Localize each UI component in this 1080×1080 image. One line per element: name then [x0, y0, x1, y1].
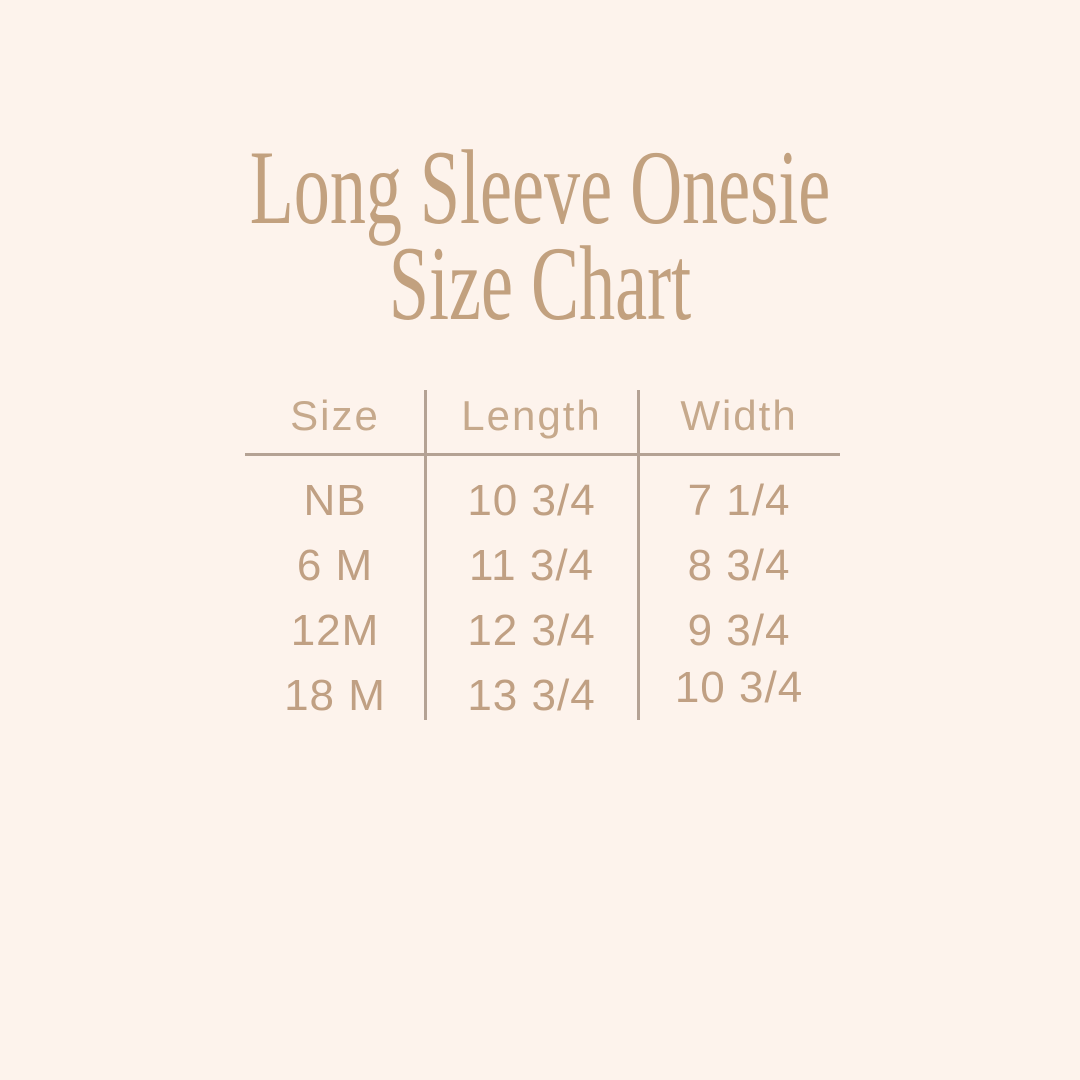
width-cell: 8 3/4: [687, 540, 791, 590]
column-divider-2: [637, 390, 640, 720]
size-table: Size Length Width NB 10 3/4 7 1/4 6 M 11…: [245, 390, 840, 720]
page-title: Long Sleeve Onesie Size Chart: [0, 129, 1080, 342]
size-cell: 6 M: [296, 540, 374, 590]
table-body: NB 10 3/4 7 1/4 6 M 11 3/4 8 3/4 12M 12 …: [245, 468, 840, 728]
table-row: 12M 12 3/4 9 3/4: [245, 598, 840, 663]
column-header-size: Size: [290, 391, 380, 439]
size-cell: NB: [303, 475, 367, 525]
header-rule: [245, 453, 840, 456]
width-cell: 10 3/4: [674, 662, 804, 712]
title-line-1: Long Sleeve Onesie: [249, 129, 831, 246]
table-row: 18 M 13 3/4 10 3/4: [245, 663, 840, 728]
size-cell: 18 M: [284, 670, 386, 720]
table-row: NB 10 3/4 7 1/4: [245, 468, 840, 533]
length-cell: 12 3/4: [467, 605, 596, 655]
column-header-width: Width: [680, 391, 798, 439]
size-cell: 12M: [290, 605, 380, 655]
column-header-length: Length: [461, 391, 602, 439]
length-cell: 10 3/4: [467, 475, 596, 525]
width-cell: 7 1/4: [687, 475, 791, 525]
length-cell: 11 3/4: [468, 540, 595, 590]
table-header-row: Size Length Width: [245, 384, 840, 447]
title-line-2: Size Chart: [388, 225, 692, 342]
table-row: 6 M 11 3/4 8 3/4: [245, 533, 840, 598]
length-cell: 13 3/4: [467, 670, 596, 720]
width-cell: 9 3/4: [687, 605, 791, 655]
column-divider-1: [424, 390, 427, 720]
